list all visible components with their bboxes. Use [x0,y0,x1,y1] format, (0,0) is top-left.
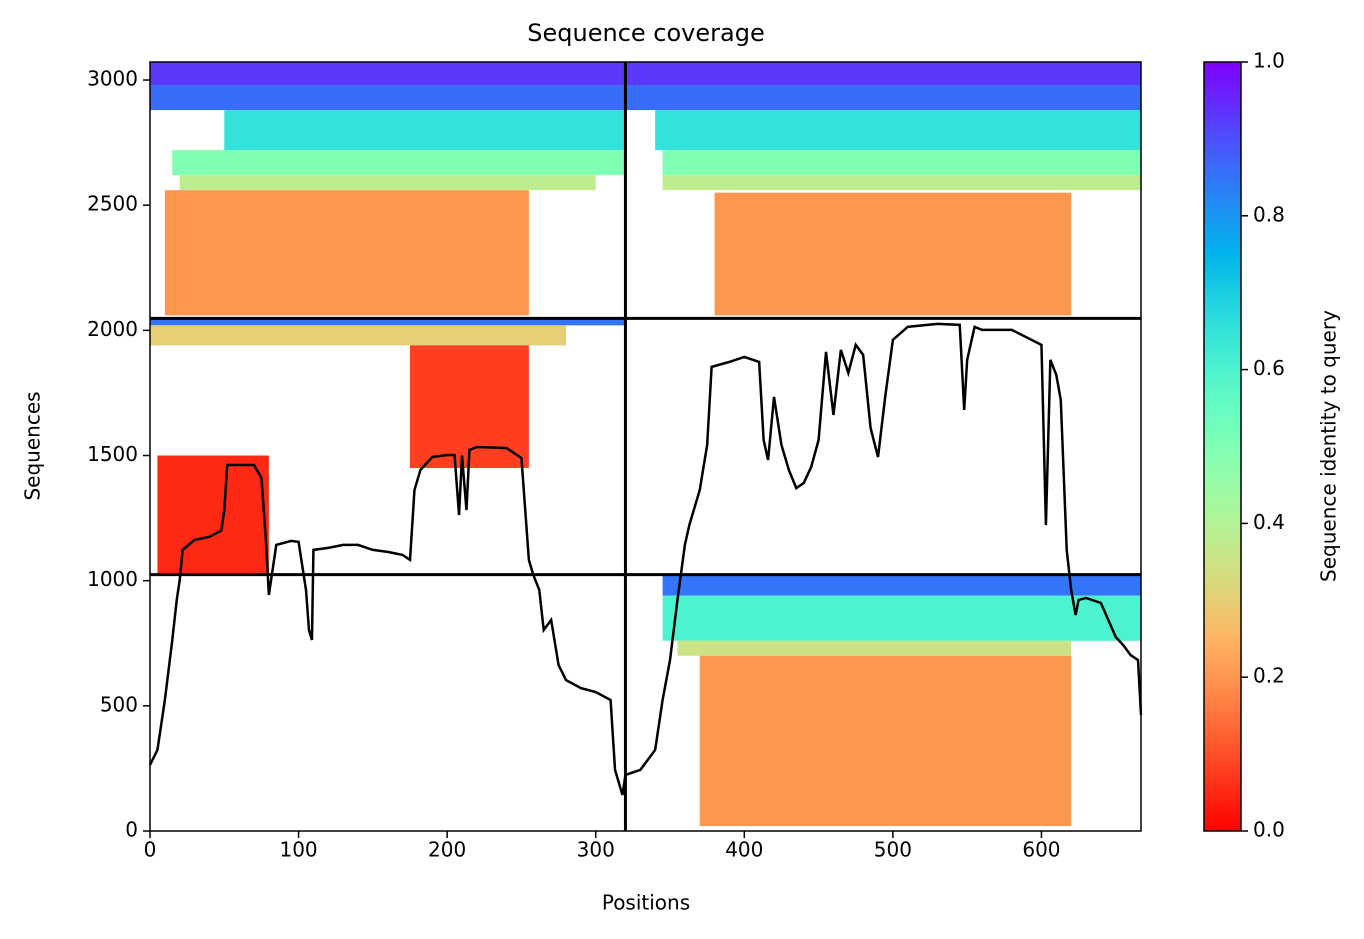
y-tick-label: 2500 [87,192,138,216]
y-tick-label: 500 [100,692,138,716]
colorbar-tick-label: 0.2 [1253,664,1285,688]
x-axis-label: Positions [602,891,690,915]
x-tick-label: 300 [577,838,615,862]
coverage-block [150,325,567,346]
coverage-line [148,322,1143,796]
coverage-block [179,175,596,191]
coverage-block [662,574,1141,596]
x-tick-label: 0 [144,838,157,862]
y-tick-label: 2000 [87,317,138,341]
y-axis-label: Sequences [21,391,45,500]
coverage-block [699,655,1072,826]
coverage-block [625,62,1141,86]
coverage-block [625,85,1141,111]
coverage-block [224,110,626,151]
coverage-block [410,345,529,469]
colorbar [1203,61,1242,832]
x-tick-label: 500 [874,838,912,862]
colorbar-tick-label: 0.8 [1253,202,1285,226]
coverage-block [150,62,626,86]
coverage-block [677,640,1072,656]
coverage-block [655,110,1141,151]
x-tick-label: 200 [428,838,466,862]
colorbar-tick-label: 0.0 [1253,818,1285,842]
y-tick-label: 0 [125,818,138,842]
plot-frame [149,61,1142,832]
coverage-block [662,175,1141,191]
coverage-block [662,595,1141,641]
colorbar-tick-label: 1.0 [1253,49,1285,73]
coverage-block [150,318,626,326]
y-tick-label: 1000 [87,567,138,591]
y-tick-label: 3000 [87,67,138,91]
x-tick-label: 600 [1022,838,1060,862]
coverage-block [164,190,529,316]
x-tick-label: 100 [279,838,317,862]
coverage-block [172,150,626,176]
coverage-block [157,455,269,574]
coverage-block [662,150,1141,176]
coverage-block [150,85,626,111]
colorbar-tick-label: 0.4 [1253,510,1285,534]
x-tick-label: 400 [725,838,763,862]
colorbar-tick-label: 0.6 [1253,356,1285,380]
colorbar-label: Sequence identity to query [1317,310,1341,582]
y-tick-label: 1500 [87,442,138,466]
coverage-block [714,192,1072,316]
chart-title: Sequence coverage [527,19,764,47]
